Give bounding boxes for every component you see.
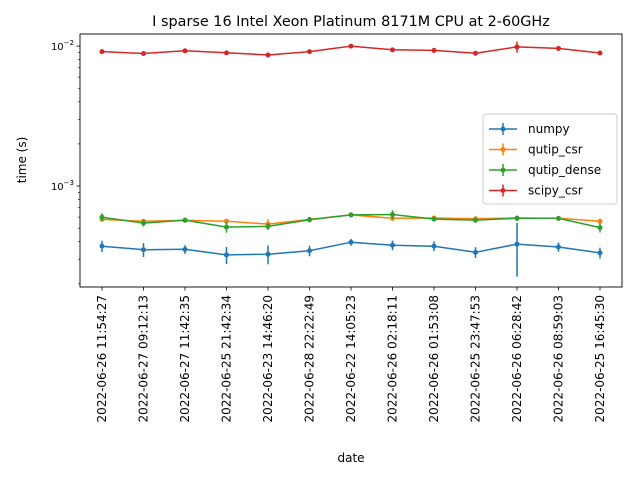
data-point [556,45,561,51]
data-point [224,218,229,224]
data-point [597,225,603,231]
data-point [348,43,354,49]
data-point [307,49,312,55]
data-point [556,215,561,221]
y-axis-label: time (s) [15,137,29,184]
x-tick-label: 2022-06-23 14:46:20 [261,295,275,422]
data-point [307,217,312,223]
x-tick-label: 2022-06-26 01:53:08 [427,295,441,422]
data-point [224,50,229,56]
x-tick-label: 2022-06-28 22:22:49 [303,295,317,422]
legend-label: qutip_csr [528,143,583,157]
x-tick-label: 2022-06-25 23:47:53 [469,295,483,422]
data-point [224,252,229,258]
data-point [597,50,603,56]
y-axis: 10−310−2 [51,39,80,285]
data-point [473,249,478,255]
x-tick-label: 2022-06-26 11:54:27 [95,295,109,422]
data-point [597,250,603,256]
data-point [141,220,146,226]
data-point [514,44,520,50]
legend-marker-numpy [500,126,506,132]
data-point [473,217,478,223]
x-axis: 2022-06-26 11:54:27 2022-06-27 09:12:13 20… [95,287,607,422]
data-point [182,217,188,223]
y-tick-label: 10−2 [51,39,74,53]
data-point [141,247,146,253]
data-point [348,212,354,218]
legend-label: scipy_csr [528,184,583,198]
data-point [265,251,271,257]
series-scipy_csr [99,41,603,58]
legend-label: qutip_dense [528,163,601,177]
x-tick-label: 2022-06-25 16:45:30 [593,295,607,422]
legend-label: numpy [528,122,570,136]
x-tick-label: 2022-06-22 14:05:23 [344,295,358,422]
data-point [348,239,354,245]
data-point [99,214,105,220]
data-point [431,216,437,222]
series-qutip_dense [99,210,603,233]
data-point [556,244,561,250]
x-tick-label: 2022-06-26 06:28:42 [510,295,524,422]
chart-title: I sparse 16 Intel Xeon Platinum 8171M CP… [152,14,550,30]
x-tick-label: 2022-06-26 08:59:03 [552,295,566,422]
legend-marker-scipy_csr [500,188,506,193]
data-point [390,242,395,248]
y-tick-label-base: 10 [51,182,64,193]
x-axis-label: date [337,451,364,465]
data-point [390,212,395,218]
y-tick-label-exponent: −2 [64,39,74,47]
y-tick-label-exponent: −3 [64,179,74,187]
legend-marker-qutip_csr [500,147,506,152]
data-point [265,52,271,58]
data-point [390,47,395,53]
data-point [514,241,520,247]
data-point [99,49,105,55]
data-point [431,243,437,249]
data-point [141,51,146,57]
data-point [514,215,520,221]
data-point [265,223,271,229]
y-tick-label-base: 10 [51,42,64,53]
data-point [99,243,105,249]
legend-frame [482,113,618,205]
legend-marker-qutip_dense [500,167,506,173]
data-point [224,224,229,230]
x-tick-label: 2022-06-27 09:12:13 [137,295,151,422]
y-tick-label: 10−3 [51,179,74,193]
x-tick-label: 2022-06-26 02:18:11 [386,295,400,422]
x-tick-label: 2022-06-25 21:42:34 [220,295,234,422]
data-point [182,48,188,54]
data-point [431,47,437,53]
x-tick-label: 2022-06-27 11:42:35 [178,295,192,422]
series-numpy [99,222,603,277]
data-point [473,50,478,56]
data-point [597,218,603,224]
series-layer [99,41,603,277]
legend: numpy qutip_csr qutip_dense scipy_csr [482,113,618,205]
data-point [182,246,188,252]
data-point [307,248,312,254]
